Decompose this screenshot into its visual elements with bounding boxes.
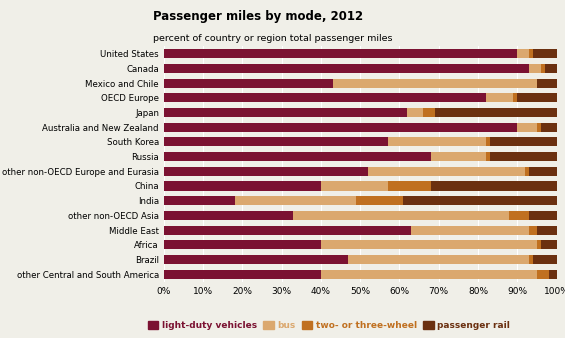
Bar xyxy=(357,196,403,205)
Bar xyxy=(164,196,234,205)
Bar xyxy=(529,225,537,235)
Bar xyxy=(529,255,533,264)
Bar xyxy=(349,255,529,264)
Bar xyxy=(164,255,349,264)
Bar xyxy=(514,93,518,102)
Bar xyxy=(525,167,529,176)
Bar xyxy=(321,270,537,279)
Bar xyxy=(164,240,321,249)
Bar xyxy=(164,93,486,102)
Bar xyxy=(486,152,490,161)
Bar xyxy=(431,152,486,161)
Bar xyxy=(490,152,557,161)
Bar xyxy=(164,64,529,73)
Bar xyxy=(510,211,529,220)
Bar xyxy=(537,123,541,132)
Bar xyxy=(533,49,557,58)
Bar xyxy=(321,240,537,249)
Bar xyxy=(537,240,541,249)
Bar xyxy=(541,64,545,73)
Bar xyxy=(529,49,533,58)
Bar xyxy=(541,240,557,249)
Bar xyxy=(486,137,490,146)
Bar xyxy=(403,196,557,205)
Text: Passenger miles by mode, 2012: Passenger miles by mode, 2012 xyxy=(153,10,363,23)
Bar xyxy=(486,93,514,102)
Bar xyxy=(164,108,407,117)
Bar xyxy=(388,137,486,146)
Bar xyxy=(321,182,388,191)
Bar xyxy=(545,64,557,73)
Bar xyxy=(164,182,321,191)
Bar xyxy=(518,93,557,102)
Bar xyxy=(435,108,557,117)
Bar xyxy=(234,196,357,205)
Bar xyxy=(164,167,368,176)
Bar xyxy=(529,167,557,176)
Bar xyxy=(164,49,518,58)
Bar xyxy=(537,270,549,279)
Bar xyxy=(164,152,431,161)
Bar xyxy=(537,78,557,88)
Text: percent of country or region total passenger miles: percent of country or region total passe… xyxy=(153,34,392,43)
Bar xyxy=(368,167,525,176)
Bar xyxy=(549,270,557,279)
Bar xyxy=(164,225,411,235)
Bar xyxy=(529,211,557,220)
Bar xyxy=(537,225,557,235)
Bar xyxy=(164,137,388,146)
Bar xyxy=(423,108,435,117)
Bar xyxy=(388,182,431,191)
Bar xyxy=(333,78,537,88)
Bar xyxy=(164,270,321,279)
Bar xyxy=(164,123,518,132)
Bar xyxy=(518,123,537,132)
Bar xyxy=(541,123,557,132)
Bar xyxy=(407,108,423,117)
Bar xyxy=(529,64,541,73)
Legend: light-duty vehicles, bus, two- or three-wheel, passenger rail: light-duty vehicles, bus, two- or three-… xyxy=(144,317,514,334)
Bar xyxy=(293,211,510,220)
Bar xyxy=(518,49,529,58)
Bar xyxy=(164,78,333,88)
Bar xyxy=(490,137,557,146)
Bar xyxy=(411,225,529,235)
Bar xyxy=(533,255,557,264)
Bar xyxy=(431,182,557,191)
Bar xyxy=(164,211,293,220)
